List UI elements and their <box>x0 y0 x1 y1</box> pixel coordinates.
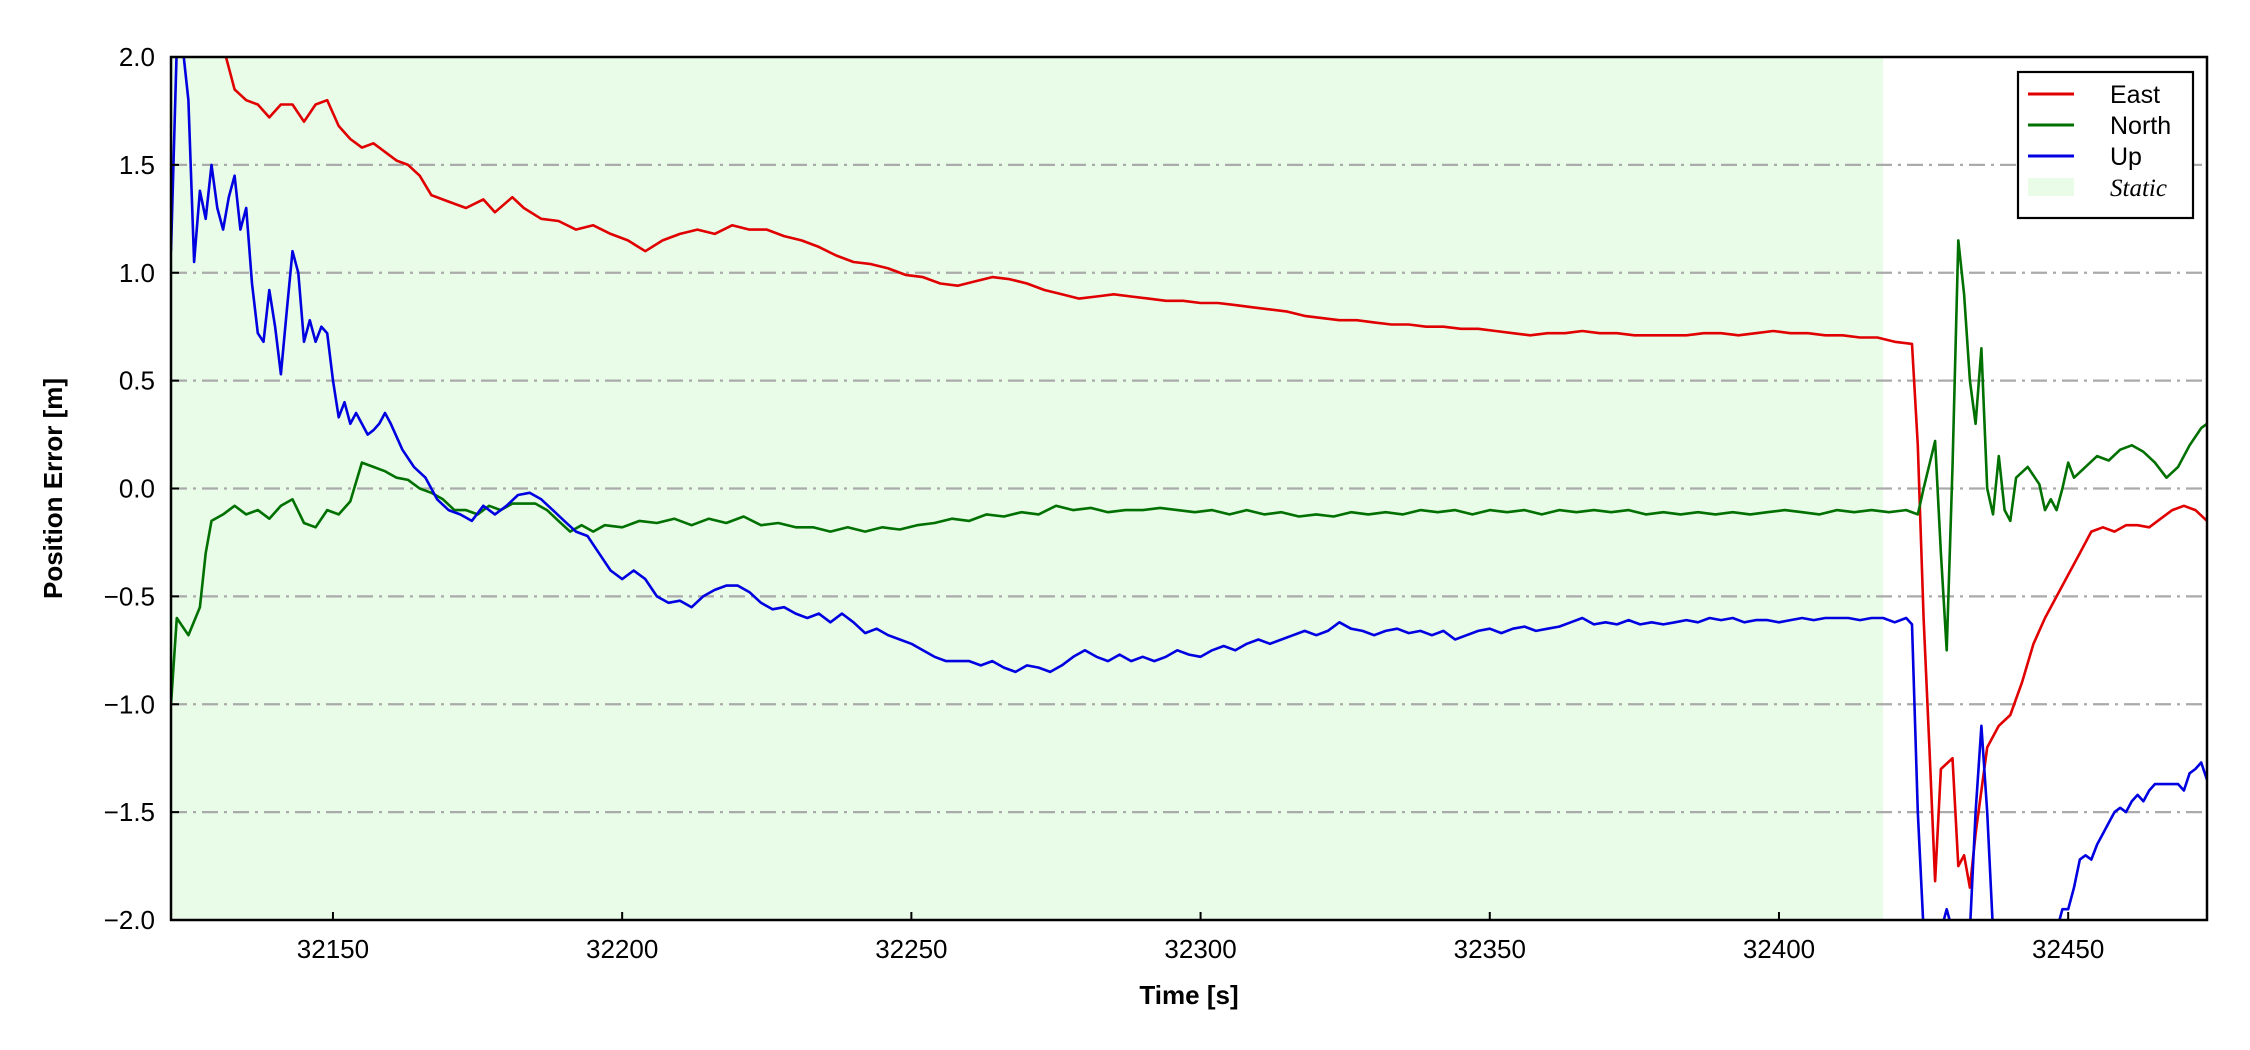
series-line-up <box>2058 761 2207 920</box>
series-lines <box>171 57 2207 920</box>
y-tick-label: −2.0 <box>104 905 155 935</box>
y-tick-label: 2.0 <box>119 42 155 72</box>
x-tick-label: 32200 <box>586 934 658 964</box>
x-tick-label: 32350 <box>1454 934 1526 964</box>
y-tick-label: 1.5 <box>119 150 155 180</box>
x-tick-label: 32450 <box>2032 934 2104 964</box>
series-line-up <box>171 57 1925 920</box>
x-tick-label: 32400 <box>1743 934 1815 964</box>
y-tick-label: 1.0 <box>119 258 155 288</box>
y-tick-label: −1.0 <box>104 689 155 719</box>
series-line-east <box>224 57 2207 889</box>
series-line-north <box>171 239 2207 705</box>
y-axis-label: Position Error [m] <box>38 378 68 599</box>
x-tick-label: 32150 <box>297 934 369 964</box>
legend-label-east: East <box>2110 81 2160 109</box>
y-axis: 2.0 1.5 1.0 0.5 0.0 −0.5 −1.0 −1.5 −2.0 <box>104 42 179 935</box>
y-tick-label: 0.5 <box>119 366 155 396</box>
legend-swatch-static <box>2028 178 2074 196</box>
x-axis-label: Time [s] <box>1139 980 1238 1010</box>
x-tick-label: 32250 <box>875 934 947 964</box>
x-tick-label: 32300 <box>1164 934 1236 964</box>
y-tick-label: 0.0 <box>119 474 155 504</box>
legend-label-up: Up <box>2110 143 2142 171</box>
legend: East North Up Static <box>2016 70 2195 220</box>
y-tick-label: −1.5 <box>104 797 155 827</box>
legend-label-static: Static <box>2110 175 2167 202</box>
x-axis: 32150 32200 32250 32300 32350 32400 32450 <box>297 912 2104 964</box>
legend-label-north: North <box>2110 112 2171 140</box>
grid-lines <box>171 163 2207 814</box>
series-line-up <box>1942 724 1994 920</box>
y-tick-label: −0.5 <box>104 581 155 611</box>
